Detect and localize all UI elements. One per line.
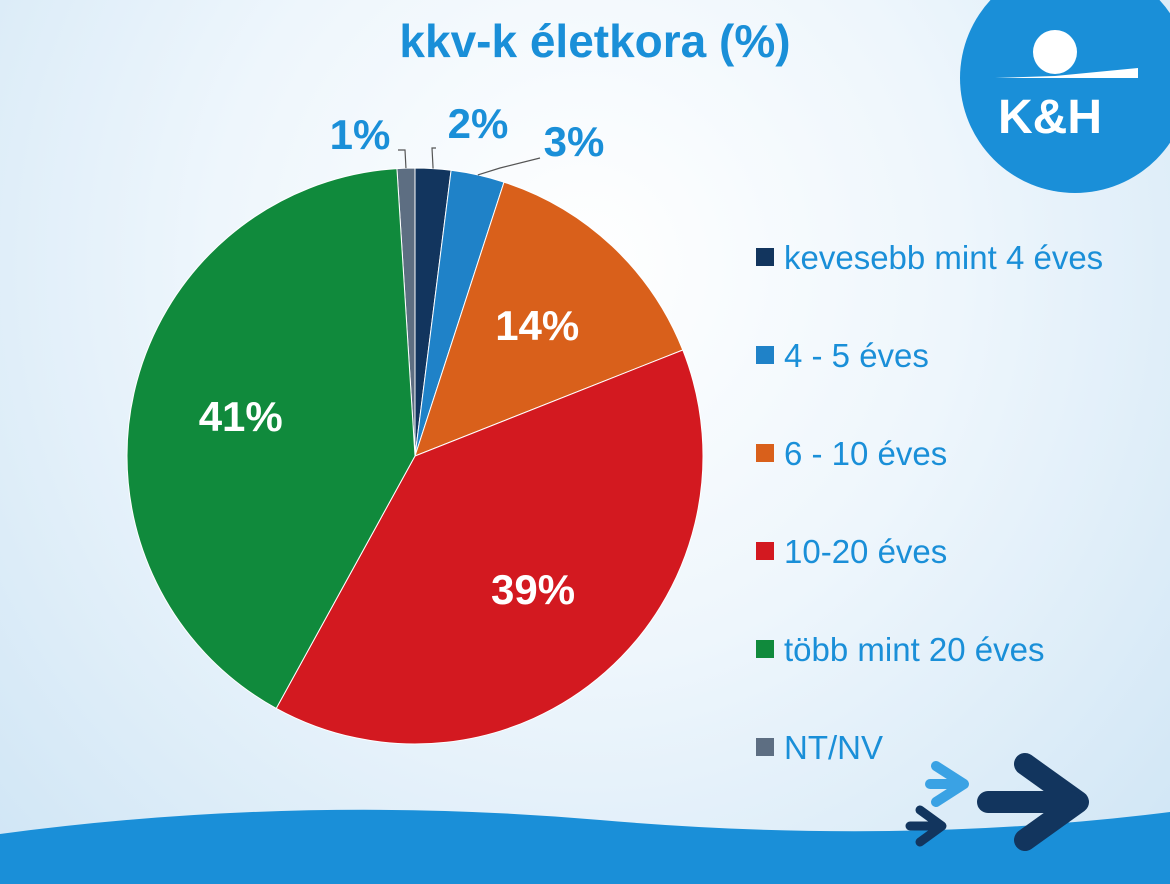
data-label-0: 2%	[448, 100, 509, 147]
data-label-5: 1%	[330, 111, 391, 158]
data-label-3: 39%	[491, 566, 575, 613]
leader-line-0	[431, 147, 436, 169]
kh-logo: K&H	[960, 0, 1170, 210]
arrows-icon	[905, 753, 1089, 851]
legend-swatch-0	[756, 248, 774, 267]
logo-text: K&H	[998, 91, 1102, 144]
pie-slice-4	[126, 168, 416, 710]
pie-slice-2	[414, 181, 684, 457]
legend-swatch-2	[756, 444, 774, 463]
data-label-2: 14%	[495, 302, 579, 349]
legend-label-0: kevesebb mint 4 éves	[784, 239, 1104, 276]
legend-label-3: 10-20 éves	[784, 533, 948, 570]
data-label-1: 3%	[544, 118, 605, 165]
legend-item-5: NT/NV	[756, 728, 883, 768]
chart-title: kkv-k életkora (%)	[399, 15, 791, 67]
legend-label-1: 4 - 5 éves	[784, 337, 929, 374]
legend-swatch-3	[756, 542, 774, 561]
legend-item-3: 10-20 éves	[756, 532, 947, 572]
data-label-4: 41%	[199, 393, 283, 440]
legend-swatch-4	[756, 640, 774, 659]
legend-item-0: kevesebb mint 4 éves	[756, 238, 1103, 278]
leader-line-1	[477, 157, 541, 176]
legend-item-4: több mint 20 éves	[756, 630, 1045, 670]
bottom-wave-decoration	[0, 809, 1170, 884]
legend-item-2: 6 - 10 éves	[756, 434, 947, 474]
legend-label-2: 6 - 10 éves	[784, 435, 948, 472]
legend-item-1: 4 - 5 éves	[756, 336, 929, 376]
legend-label-4: több mint 20 éves	[784, 631, 1045, 668]
leader-line-5	[398, 149, 407, 169]
pie-slice-3	[275, 349, 704, 745]
legend-swatch-5	[756, 738, 774, 757]
legend-label-5: NT/NV	[784, 729, 883, 766]
legend-swatch-1	[756, 346, 774, 365]
